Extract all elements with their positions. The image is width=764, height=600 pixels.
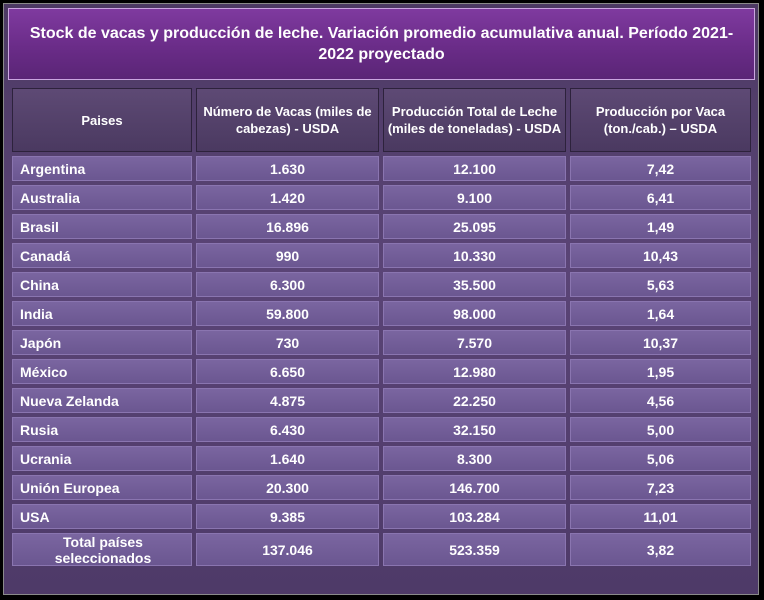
cell-milk: 7.570: [383, 330, 566, 355]
table-row: USA 9.385 103.284 11,01: [12, 504, 751, 529]
cell-country: Rusia: [12, 417, 192, 442]
table-row: Brasil 16.896 25.095 1,49: [12, 214, 751, 239]
table-row: Rusia 6.430 32.150 5,00: [12, 417, 751, 442]
cell-country: India: [12, 301, 192, 326]
table-row: Nueva Zelanda 4.875 22.250 4,56: [12, 388, 751, 413]
table-row: Argentina 1.630 12.100 7,42: [12, 156, 751, 181]
header-row: Paises Número de Vacas (miles de cabezas…: [12, 88, 751, 152]
cell-per-cow: 4,56: [570, 388, 751, 413]
cell-per-cow: 11,01: [570, 504, 751, 529]
cell-country: Ucrania: [12, 446, 192, 471]
cell-milk: 22.250: [383, 388, 566, 413]
cell-per-cow: 5,63: [570, 272, 751, 297]
cell-country: Japón: [12, 330, 192, 355]
cell-per-cow: 1,49: [570, 214, 751, 239]
header-per-cow: Producción por Vaca (ton./cab.) – USDA: [570, 88, 751, 152]
cell-milk: 12.100: [383, 156, 566, 181]
cell-milk: 8.300: [383, 446, 566, 471]
cell-cows: 16.896: [196, 214, 379, 239]
cell-milk: 98.000: [383, 301, 566, 326]
cell-milk: 32.150: [383, 417, 566, 442]
cell-cows: 990: [196, 243, 379, 268]
cell-cows: 1.640: [196, 446, 379, 471]
cell-country: México: [12, 359, 192, 384]
cell-cows: 6.650: [196, 359, 379, 384]
header-country: Paises: [12, 88, 192, 152]
cell-cows: 4.875: [196, 388, 379, 413]
cell-per-cow: 10,37: [570, 330, 751, 355]
cell-milk: 25.095: [383, 214, 566, 239]
table-row: India 59.800 98.000 1,64: [12, 301, 751, 326]
table-row: Ucrania 1.640 8.300 5,06: [12, 446, 751, 471]
total-row: Total países seleccionados 137.046 523.3…: [12, 533, 751, 566]
total-milk: 523.359: [383, 533, 566, 566]
cell-cows: 6.430: [196, 417, 379, 442]
cell-country: USA: [12, 504, 192, 529]
cell-cows: 6.300: [196, 272, 379, 297]
total-per-cow: 3,82: [570, 533, 751, 566]
table-row: Japón 730 7.570 10,37: [12, 330, 751, 355]
table-row: Canadá 990 10.330 10,43: [12, 243, 751, 268]
table-frame: Stock de vacas y producción de leche. Va…: [3, 3, 759, 595]
cell-per-cow: 5,00: [570, 417, 751, 442]
total-cows: 137.046: [196, 533, 379, 566]
header-cows: Número de Vacas (miles de cabezas) - USD…: [196, 88, 379, 152]
table-row: México 6.650 12.980 1,95: [12, 359, 751, 384]
cell-country: Unión Europea: [12, 475, 192, 500]
cell-cows: 59.800: [196, 301, 379, 326]
cell-cows: 20.300: [196, 475, 379, 500]
data-table: Paises Número de Vacas (miles de cabezas…: [8, 84, 755, 570]
cell-milk: 103.284: [383, 504, 566, 529]
cell-milk: 35.500: [383, 272, 566, 297]
cell-country: Argentina: [12, 156, 192, 181]
cell-per-cow: 1,64: [570, 301, 751, 326]
cell-milk: 12.980: [383, 359, 566, 384]
cell-per-cow: 5,06: [570, 446, 751, 471]
cell-per-cow: 7,42: [570, 156, 751, 181]
cell-country: Australia: [12, 185, 192, 210]
cell-country: Nueva Zelanda: [12, 388, 192, 413]
cell-cows: 1.420: [196, 185, 379, 210]
total-label: Total países seleccionados: [12, 533, 192, 566]
cell-milk: 146.700: [383, 475, 566, 500]
table-row: China 6.300 35.500 5,63: [12, 272, 751, 297]
cell-per-cow: 7,23: [570, 475, 751, 500]
cell-per-cow: 1,95: [570, 359, 751, 384]
cell-per-cow: 6,41: [570, 185, 751, 210]
cell-country: Brasil: [12, 214, 192, 239]
table-title: Stock de vacas y producción de leche. Va…: [8, 8, 755, 80]
table-row: Australia 1.420 9.100 6,41: [12, 185, 751, 210]
cell-country: Canadá: [12, 243, 192, 268]
table-row: Unión Europea 20.300 146.700 7,23: [12, 475, 751, 500]
cell-cows: 9.385: [196, 504, 379, 529]
cell-cows: 730: [196, 330, 379, 355]
cell-country: China: [12, 272, 192, 297]
cell-cows: 1.630: [196, 156, 379, 181]
cell-milk: 10.330: [383, 243, 566, 268]
cell-milk: 9.100: [383, 185, 566, 210]
cell-per-cow: 10,43: [570, 243, 751, 268]
header-milk: Producción Total de Leche (miles de tone…: [383, 88, 566, 152]
